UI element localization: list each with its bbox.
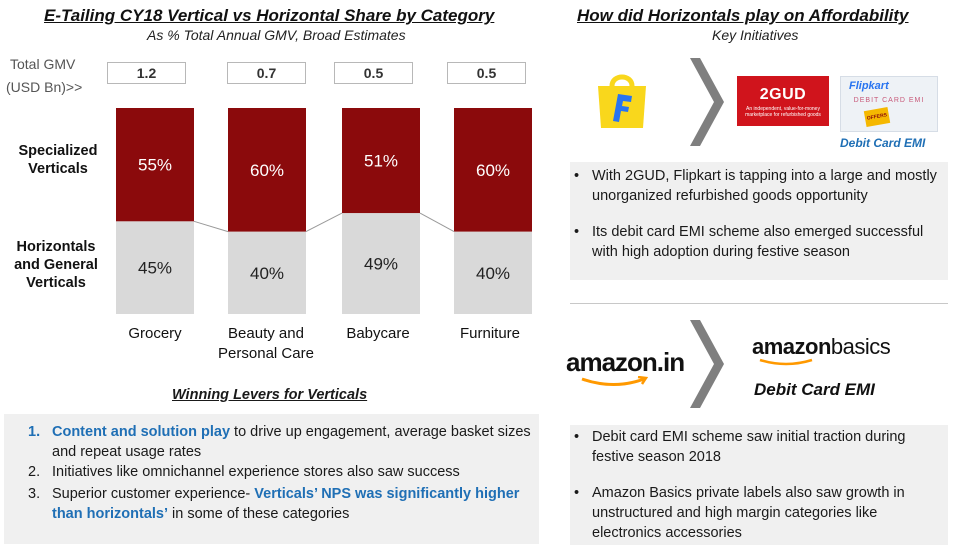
- card-offers-badge: OFFERS: [863, 107, 891, 127]
- connector-line: [193, 220, 229, 233]
- gmv-value-grocery: 1.2: [107, 62, 186, 84]
- bar-horizontals-furniture: [454, 231, 532, 314]
- card-emi-text: DEBIT CARD EMI: [853, 97, 925, 104]
- lever-text-2: Initiatives like omnichannel experience …: [52, 464, 460, 480]
- gmv-value-beauty: 0.7: [227, 62, 306, 84]
- data-label-specialized-babycare: 51%: [364, 152, 398, 171]
- category-label-beauty-line2: Personal Care: [218, 345, 314, 362]
- amazon-smile-icon: [581, 376, 649, 386]
- category-label-beauty: Beauty and Personal Care: [205, 324, 327, 364]
- flipkart-bullet-1: • With 2GUD, Flipkart is tapping into a …: [574, 166, 946, 206]
- lever-number-2: 2.: [28, 464, 41, 480]
- amazon-bullet-1-text: Debit card EMI scheme saw initial tracti…: [592, 429, 906, 465]
- gmv-label-line1: Total GMV: [10, 56, 76, 72]
- amazon-bullet-2-text: Amazon Basics private labels also saw gr…: [592, 485, 905, 541]
- data-label-specialized-grocery: 55%: [138, 156, 172, 175]
- bar-horizontals-grocery: [116, 221, 194, 314]
- bar-horizontals-babycare: [342, 213, 420, 314]
- levers-title: Winning Levers for Verticals: [172, 387, 368, 403]
- connector-line: [419, 212, 455, 233]
- flipkart-bullet-2-text: Its debit card EMI scheme also emerged s…: [592, 224, 924, 260]
- lever-number-3: 3.: [28, 486, 41, 502]
- left-subtitle: As % Total Annual GMV, Broad Estimates: [147, 27, 406, 43]
- flipkart-bullets-panel: • With 2GUD, Flipkart is tapping into a …: [570, 162, 948, 280]
- flipkart-card-caption: Debit Card EMI: [840, 136, 926, 150]
- flipkart-bullet-2: • Its debit card EMI scheme also emerged…: [574, 222, 946, 262]
- data-label-specialized-furniture: 60%: [476, 161, 510, 180]
- lever-text-1: to drive up engagement, average basket s…: [52, 424, 531, 460]
- amazon-bullet-2: • Amazon Basics private labels also saw …: [574, 483, 946, 543]
- bar-specialized-furniture: [454, 108, 532, 232]
- 2gud-logo-text: 2GUD: [759, 86, 807, 103]
- amazonbasics-logo: amazonbasics: [752, 334, 902, 366]
- category-label-beauty-line1: Beauty and: [228, 325, 304, 342]
- connector-line: [305, 212, 343, 233]
- category-label-babycare: Babycare: [323, 324, 433, 344]
- amazon-bullet-1: • Debit card EMI scheme saw initial trac…: [574, 427, 946, 467]
- data-label-horizontals-babycare: 49%: [364, 255, 398, 274]
- lever-item-3: 3. Superior customer experience- Vertica…: [28, 484, 533, 524]
- bar-horizontals-beauty: [228, 231, 306, 314]
- chevron-arrow-icon: [690, 58, 724, 151]
- category-label-grocery-line: Grocery: [128, 325, 182, 342]
- flipkart-debit-card-image: Flipkart DEBIT CARD EMI OFFERS: [840, 76, 938, 132]
- row-label-specialized: Specialized Verticals: [18, 143, 98, 177]
- gmv-value-furniture: 0.5: [447, 62, 526, 84]
- lever-number-1: 1.: [28, 424, 41, 440]
- lever-highlight-1: Content and solution play: [52, 424, 231, 440]
- amazon-in-logo-text: amazon.in: [566, 347, 685, 377]
- card-brand-text: Flipkart: [849, 80, 889, 92]
- bar-specialized-grocery: [116, 108, 194, 222]
- lever-pre-3: Superior customer experience-: [52, 486, 255, 502]
- levers-panel: 1. Content and solution play to drive up…: [4, 414, 539, 544]
- amazon-bullets-panel: • Debit card EMI scheme saw initial trac…: [570, 425, 948, 545]
- category-label-furniture: Furniture: [435, 324, 545, 344]
- right-title: How did Horizontals play on Affordabilit…: [577, 6, 909, 25]
- lever-highlight-3: Verticals’ NPS was significantly higher …: [52, 486, 520, 522]
- category-label-babycare-line: Babycare: [346, 325, 410, 342]
- data-label-horizontals-furniture: 40%: [476, 264, 510, 283]
- data-label-horizontals-grocery: 45%: [138, 259, 172, 278]
- amazonbasics-logo-text-2: basics: [830, 334, 891, 359]
- category-label-furniture-line: Furniture: [459, 325, 521, 342]
- bar-specialized-beauty: [228, 108, 306, 232]
- right-divider: [570, 303, 948, 304]
- lever-text-3: in some of these categories: [168, 506, 350, 522]
- category-label-grocery: Grocery: [100, 324, 210, 344]
- 2gud-logo-tagline: An independent, value-for-money marketpl…: [745, 106, 821, 118]
- bar-specialized-babycare: [342, 108, 420, 214]
- gmv-value-babycare: 0.5: [334, 62, 413, 84]
- data-label-horizontals-beauty: 40%: [250, 264, 284, 283]
- stacked-bar-chart: 55% 45% 60% 40% 51% 49% 60% 40%: [116, 108, 532, 314]
- chevron-arrow-icon-2: [690, 320, 724, 413]
- data-label-specialized-beauty: 60%: [250, 161, 284, 180]
- row-label-horizontals: Horizontals and General Verticals: [14, 239, 98, 291]
- 2gud-logo: 2GUD An independent, value-for-money mar…: [737, 76, 829, 126]
- flipkart-bullet-1-text: With 2GUD, Flipkart is tapping into a la…: [592, 168, 937, 204]
- gmv-label-line2: (USD Bn)>>: [6, 79, 83, 95]
- amazon-in-logo: amazon.in: [566, 348, 688, 392]
- lever-item-2: 2. Initiatives like omnichannel experien…: [28, 462, 533, 482]
- amazon-card-caption: Debit Card EMI: [754, 380, 875, 399]
- right-subtitle: Key Initiatives: [712, 27, 799, 43]
- lever-item-1: 1. Content and solution play to drive up…: [28, 422, 533, 462]
- flipkart-bag-icon: [594, 72, 650, 130]
- amazonbasics-smile-icon: [759, 358, 813, 366]
- amazonbasics-logo-text-1: amazon: [752, 334, 831, 359]
- left-title: E-Tailing CY18 Vertical vs Horizontal Sh…: [44, 6, 495, 25]
